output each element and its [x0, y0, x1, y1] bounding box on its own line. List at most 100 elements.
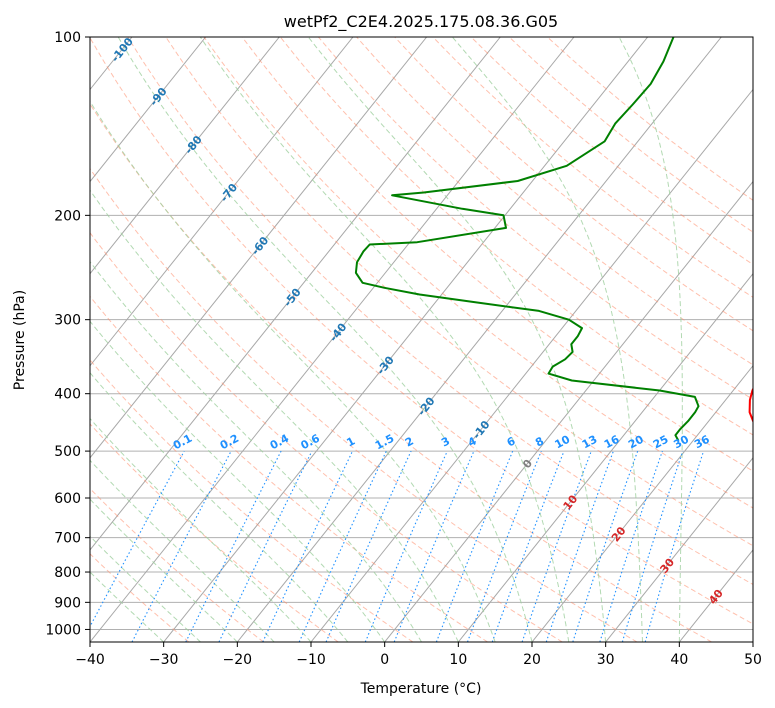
x-tick-label: 40 — [670, 652, 688, 668]
x-axis-label: Temperature (°C) — [360, 681, 482, 697]
chart-title: wetPf2_C2E4.2025.175.08.36.G05 — [284, 12, 558, 32]
mixing-ratio-line — [393, 450, 475, 642]
mixing-ratio-line — [364, 450, 448, 642]
dry-adiabat-line — [90, 553, 190, 642]
mixing-ratio-line — [621, 450, 684, 642]
mixing-ratio-line — [90, 450, 185, 628]
isotherm-line — [678, 549, 753, 642]
isotherm-line — [457, 272, 753, 642]
moist-adiabat-line — [90, 320, 386, 642]
isotherm-label: -90 — [147, 85, 170, 109]
isotherm-line — [605, 457, 753, 642]
x-tick-label: 0 — [380, 652, 389, 668]
isotherm-line — [384, 180, 753, 642]
isotherm-line — [0, 37, 58, 642]
isotherm-label: -20 — [415, 394, 438, 418]
y-tick-label: 300 — [54, 313, 81, 329]
isotherm-label: -80 — [182, 133, 205, 157]
isotherm-line — [90, 37, 280, 275]
isotherm-label: -60 — [249, 234, 272, 258]
moist-adiabat-line — [90, 372, 349, 642]
dry-adiabat-line — [90, 167, 638, 642]
isotherm-label: 40 — [706, 587, 726, 607]
mixing-ratio-label: 25 — [651, 433, 671, 452]
y-tick-label: 800 — [54, 565, 81, 581]
moist-adiabat-line — [90, 498, 238, 642]
mixing-ratio-label: 0.6 — [299, 432, 323, 453]
mixing-ratio-line — [644, 450, 705, 642]
moist-adiabat-line — [90, 535, 201, 642]
y-tick-label: 200 — [54, 208, 81, 224]
dry-adiabat-line — [508, 37, 753, 233]
mixing-ratio-line — [572, 450, 639, 642]
dry-adiabat-line — [90, 295, 488, 642]
y-tick-label: 1000 — [45, 622, 81, 638]
dry-adiabat-line — [90, 37, 753, 625]
x-tick-label: −10 — [296, 652, 326, 668]
isotherm-line — [310, 88, 753, 642]
dry-adiabat-line — [279, 37, 753, 436]
dry-adiabat-line — [203, 37, 753, 509]
dry-adiabat-line — [165, 37, 753, 547]
y-tick-label: 900 — [54, 595, 81, 611]
dry-adiabat-line — [470, 37, 753, 266]
mixing-ratio-label: 1.5 — [373, 432, 396, 453]
mixing-ratio-label: 16 — [602, 433, 622, 452]
mixing-ratio-line — [466, 450, 542, 642]
moist-adiabat-line — [90, 417, 312, 642]
mixing-ratio-label: 0.1 — [171, 432, 194, 453]
mixing-ratio-line — [599, 450, 663, 642]
dry-adiabat-line — [547, 37, 753, 201]
x-tick-label: 30 — [597, 652, 615, 668]
dry-adiabat-line — [318, 37, 753, 401]
isotherm-line — [90, 37, 428, 459]
moist-adiabat-line — [90, 260, 422, 642]
mixing-ratio-label: 6 — [505, 434, 518, 449]
y-tick-label: 700 — [54, 531, 81, 547]
moist-adiabat-line — [451, 37, 643, 642]
mixing-ratio-line — [262, 450, 353, 642]
isotherm-line — [531, 364, 753, 642]
x-tick-label: −40 — [75, 652, 105, 668]
isotherm-label: 0 — [520, 457, 535, 471]
mixing-ratio-label: 1 — [344, 434, 357, 449]
mixing-ratio-line — [521, 450, 592, 642]
isotherm-line — [90, 37, 207, 183]
moist-adiabat-line — [90, 189, 459, 642]
mixing-ratio-label: 0.4 — [268, 432, 292, 453]
mixing-ratio-line — [185, 450, 282, 642]
x-tick-label: −20 — [223, 652, 253, 668]
mixing-ratio-label: 36 — [692, 433, 712, 452]
dry-adiabat-line — [394, 37, 753, 332]
plot-frame — [89, 36, 754, 643]
y-tick-label: 400 — [54, 387, 81, 403]
isotherm-label: -40 — [327, 320, 350, 344]
mixing-ratio-line — [218, 450, 313, 642]
y-tick-label: 500 — [54, 444, 81, 460]
mixing-ratio-line — [491, 450, 565, 642]
y-tick-label: 600 — [54, 491, 81, 507]
y-axis-label: Pressure (hPa) — [12, 290, 28, 390]
x-tick-label: −30 — [149, 652, 179, 668]
isotherm-line — [90, 37, 354, 367]
mixing-ratio-label: 2 — [403, 434, 416, 449]
mixing-ratio-label: 13 — [580, 433, 600, 452]
dry-adiabat-line — [90, 231, 563, 642]
isotherm-label: -50 — [281, 286, 304, 310]
dry-adiabat-line — [90, 359, 414, 642]
moist-adiabat-line — [117, 37, 533, 642]
moist-adiabat-line — [618, 37, 683, 642]
dry-adiabat-line — [432, 37, 753, 298]
dry-adiabat-line — [90, 487, 264, 642]
mixing-ratio-line — [325, 450, 412, 642]
x-tick-label: 10 — [449, 652, 467, 668]
mixing-ratio-line — [545, 450, 614, 642]
dry-adiabat-line — [90, 103, 712, 642]
mixing-ratio-line — [435, 450, 514, 642]
dry-adiabat-line — [356, 37, 753, 366]
moist-adiabat-line — [307, 37, 607, 642]
moist-adiabat-line — [90, 459, 275, 642]
mixing-ratio-label: 30 — [671, 433, 691, 452]
dewpoint-profile — [354, 37, 700, 442]
